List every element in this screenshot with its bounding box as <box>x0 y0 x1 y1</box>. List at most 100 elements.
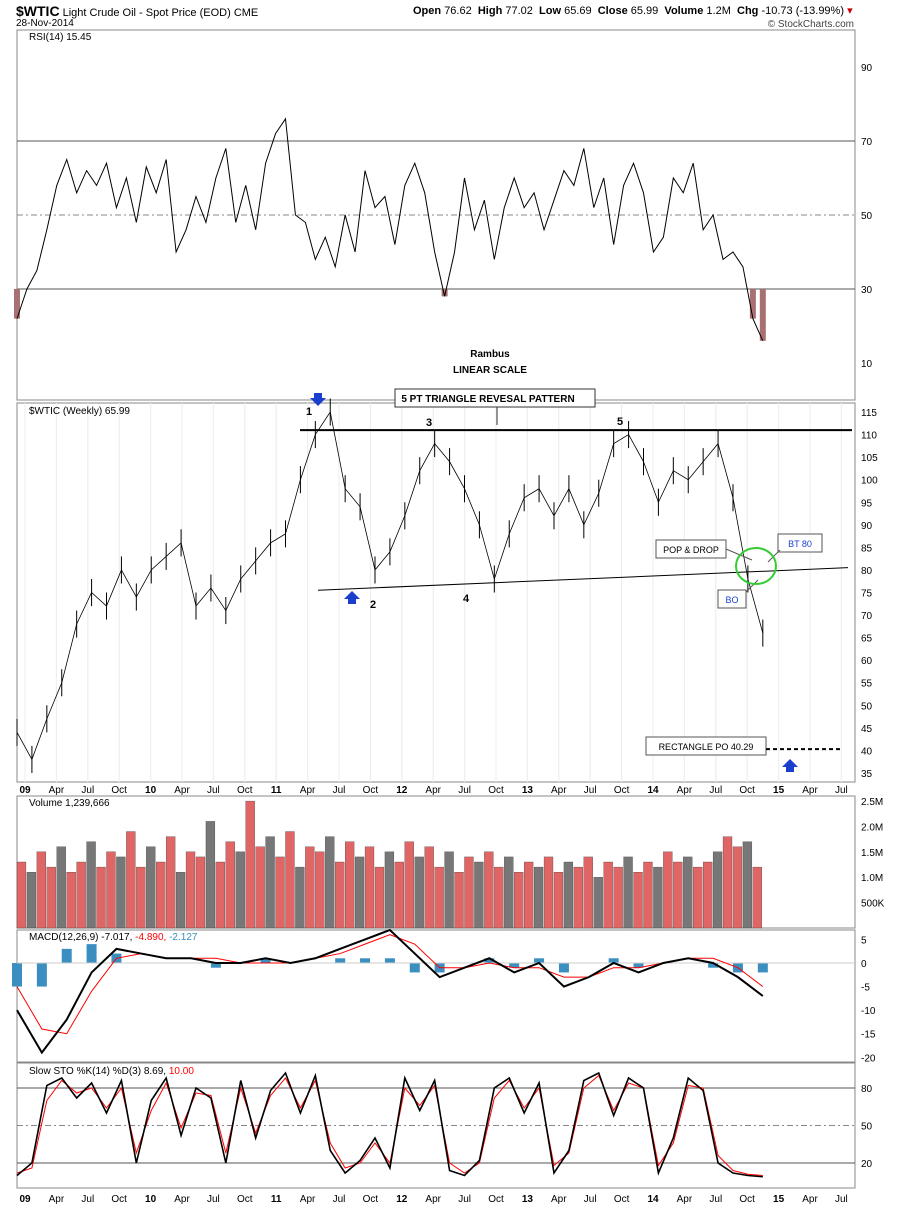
x-axis-top-tick-label: 10 <box>145 785 157 796</box>
volume-bar <box>76 861 86 929</box>
close-label: Close <box>597 5 628 17</box>
high-value: 77.02 <box>505 5 533 17</box>
macd-histogram-bar <box>384 958 395 963</box>
macd-histogram-bar <box>86 944 97 963</box>
bt80-box <box>777 533 823 553</box>
pop-drop-label: POP & DROP <box>663 545 719 555</box>
volume-bar <box>673 861 683 929</box>
low-value: 65.69 <box>564 5 592 17</box>
volume-bar <box>136 866 146 929</box>
x-axis-bottom-tick-label: 10 <box>145 1194 157 1205</box>
low-label: Low <box>539 5 562 17</box>
price-line <box>16 410 764 761</box>
x-axis-bottom-tick-label: 13 <box>522 1194 534 1205</box>
macd-histogram-bar <box>708 963 719 968</box>
x-axis-bottom-tick-label: Apr <box>677 1194 693 1205</box>
down-arrow-icon: ▾ <box>847 5 853 17</box>
volume-bar <box>504 856 514 929</box>
header-date: 28-Nov-2014 <box>16 18 74 29</box>
x-axis-top-tick-label: Apr <box>49 785 65 796</box>
volume-bar <box>106 851 116 929</box>
volume-bar <box>573 866 583 929</box>
x-axis-bottom-tick-label: Oct <box>363 1194 379 1205</box>
pattern-label: 5 PT TRIANGLE REVESAL PATTERN <box>401 394 574 405</box>
sto-tick-label: 80 <box>861 1084 873 1095</box>
price-tick-label: 70 <box>861 611 873 622</box>
volume-bar <box>524 861 534 929</box>
instrument-name: Light Crude Oil - Spot Price (EOD) <box>62 7 231 19</box>
breakout-circle <box>735 547 777 585</box>
bo-label: BO <box>725 595 738 605</box>
rsi-oversold-fill <box>441 289 448 297</box>
bo-pointer <box>745 579 759 593</box>
volume-bar <box>364 846 375 929</box>
volume-bar <box>126 831 136 929</box>
x-axis-bottom-tick-label: Apr <box>49 1194 65 1205</box>
rsi-annotation-scale: LINEAR SCALE <box>453 365 527 376</box>
volume-bar <box>434 866 444 929</box>
volume-bar <box>553 872 564 929</box>
rsi-tick-label: 10 <box>861 359 873 370</box>
rsi-tick-label: 50 <box>861 211 873 222</box>
x-axis-top-tick-label: Apr <box>425 785 441 796</box>
rsi-oversold-fill <box>14 289 20 319</box>
macd-histogram-bar <box>210 963 221 968</box>
volume-bar <box>345 841 355 929</box>
volume-bar <box>86 841 96 929</box>
macd-histogram-bar <box>558 963 569 973</box>
point-1-label: 1 <box>306 406 312 418</box>
macd-histogram-bar <box>335 958 346 963</box>
volume-bar <box>56 846 66 929</box>
volume-bar <box>175 872 186 929</box>
macd-tick-label: -5 <box>861 983 870 994</box>
price-tick-label: 50 <box>861 701 873 712</box>
pattern-callout-box <box>394 388 596 408</box>
exchange: CME <box>233 7 259 19</box>
x-axis-top-tick-label: Apr <box>300 785 316 796</box>
macd-histogram-bar <box>509 963 520 968</box>
point-4-label: 4 <box>463 593 470 605</box>
volume-bar <box>424 846 434 929</box>
x-axis-top-tick-label: 14 <box>647 785 659 796</box>
volume-bar <box>464 856 474 929</box>
volume-bar <box>583 856 593 929</box>
header-title: $WTIC Light Crude Oil - Spot Price (EOD)… <box>16 3 258 19</box>
volume-bar <box>46 866 56 929</box>
x-axis-bottom-tick-label: Oct <box>739 1194 755 1205</box>
volume-bar <box>325 836 335 929</box>
macd-histogram-bar <box>633 963 644 968</box>
x-axis-bottom-tick-label: Jul <box>207 1194 220 1205</box>
macd-histogram-bar <box>484 958 495 963</box>
arrow-up-icon <box>344 591 360 604</box>
volume-label: Volume <box>664 5 704 17</box>
x-axis-bottom-tick-label: 11 <box>271 1194 282 1205</box>
volume-bar <box>454 872 464 929</box>
x-axis-top-tick-label: Jul <box>207 785 220 796</box>
volume-bar <box>732 846 743 929</box>
macd-histogram-bar <box>61 948 72 963</box>
volume-bar <box>623 856 633 929</box>
point-3-label: 3 <box>426 417 432 429</box>
price-tick-label: 35 <box>861 769 873 780</box>
price-tick-label: 65 <box>861 634 873 645</box>
pop-drop-pointer <box>725 548 753 561</box>
volume-bar <box>116 856 126 929</box>
volume-bar <box>414 856 424 929</box>
panel-frame-sto <box>16 1062 856 1189</box>
panel-frame-rsi <box>16 29 856 401</box>
macd-histogram-bar <box>608 958 619 963</box>
x-axis-top-tick-label: Apr <box>802 785 818 796</box>
macd-tick-label: 5 <box>861 935 867 946</box>
volume-bar <box>633 872 643 929</box>
rectangle-po-label: RECTANGLE PO 40.29 <box>659 742 754 752</box>
volume-bar <box>66 872 76 929</box>
volume-bar <box>563 861 574 929</box>
x-axis-bottom-tick-label: Oct <box>488 1194 504 1205</box>
volume-bar <box>205 821 216 929</box>
x-axis-top-tick-label: Oct <box>488 785 504 796</box>
x-axis-bottom-tick-label: Jul <box>333 1194 346 1205</box>
volume-bar <box>315 851 325 929</box>
price-tick-label: 80 <box>861 566 873 577</box>
chg-value: -10.73 (-13.99%) <box>761 5 844 17</box>
